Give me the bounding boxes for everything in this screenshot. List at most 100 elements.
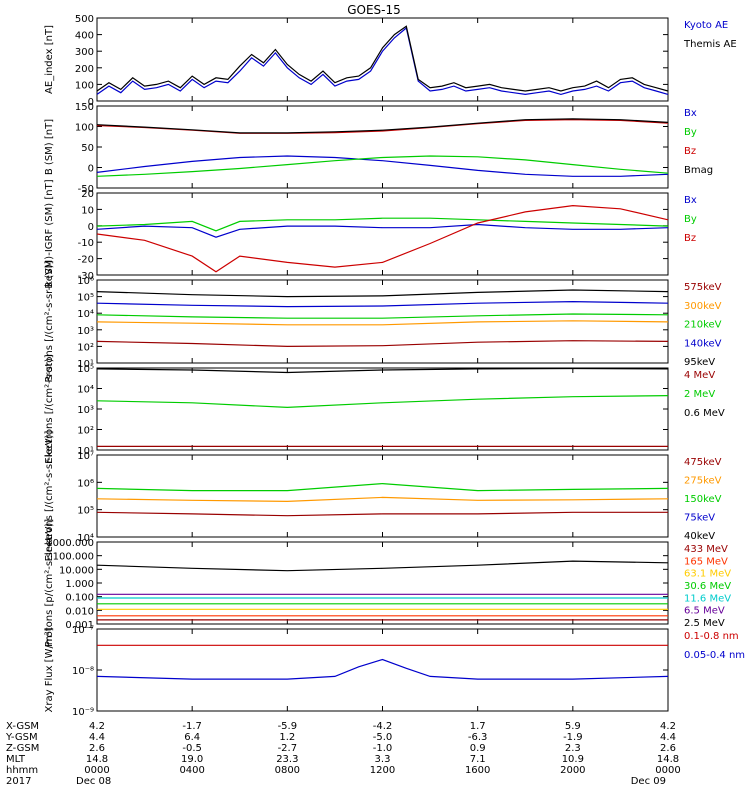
x-axis-value: -5.9 bbox=[278, 721, 298, 732]
y-tick-label: 10⁵ bbox=[77, 506, 94, 517]
x-axis-value: 7.1 bbox=[470, 754, 486, 765]
legend-entry: 2.5 MeV bbox=[684, 618, 725, 629]
y-tick-label: 10² bbox=[77, 426, 94, 437]
panel-6: 0.001 0.010 0.100 1.000 10.000 100.000 1000.00… bbox=[44, 519, 731, 647]
y-tick-label: 10³ bbox=[77, 326, 94, 337]
panel-frame bbox=[96, 367, 669, 451]
panel-4: 10¹ 10² 10³ 10⁴ 10⁵ Electrons [/(cm²-s-sr)] 4 … bbox=[44, 354, 725, 463]
y-tick-label: 10⁻⁸ bbox=[72, 666, 94, 677]
legend-entry: 4 MeV bbox=[684, 370, 715, 381]
legend-entry: By bbox=[684, 214, 697, 225]
y-tick-label: 200 bbox=[75, 64, 94, 75]
legend-entry: Themis AE bbox=[683, 39, 737, 50]
x-axis-value: 0.9 bbox=[470, 743, 486, 754]
series-line bbox=[96, 511, 668, 517]
x-axis-value: 0000 bbox=[655, 765, 680, 776]
x-axis-value: -0.5 bbox=[182, 743, 202, 754]
x-axis-value: 4.4 bbox=[660, 732, 676, 743]
legend-entry: By bbox=[684, 127, 697, 138]
y-tick-label: 1000.000 bbox=[46, 538, 94, 549]
legend-entry: 0.6 MeV bbox=[684, 408, 725, 419]
panel-3: 10¹ 10² 10³ 10⁴ 10⁵ 10⁶ Protons [/(cm²-s-sr-ke… bbox=[44, 260, 722, 382]
x-axis-row-label: Y-GSM bbox=[5, 732, 38, 743]
x-axis-value: 19.0 bbox=[181, 754, 203, 765]
x-axis-value: 1.7 bbox=[470, 721, 486, 732]
y-tick-label: 150 bbox=[75, 102, 94, 113]
series-line bbox=[96, 155, 669, 177]
y-tick-label: 300 bbox=[75, 47, 94, 58]
series-line bbox=[96, 204, 669, 273]
x-axis-value: 4.2 bbox=[660, 721, 676, 732]
panel-5: 10⁴ 10⁵ 10⁶ 10⁷ Electrons [/(cm²-s-sr-keV)] 4… bbox=[44, 431, 722, 562]
panel-frame bbox=[96, 628, 669, 712]
x-axis-row-label: Z-GSM bbox=[6, 743, 39, 754]
y-tick-label: 10⁶ bbox=[77, 478, 94, 489]
series-line bbox=[96, 118, 669, 134]
y-tick-label: 10⁴ bbox=[77, 385, 94, 396]
x-axis-value: -2.7 bbox=[278, 743, 298, 754]
x-axis-value: 2.3 bbox=[565, 743, 581, 754]
x-axis-value: 2000 bbox=[560, 765, 585, 776]
y-axis-label: Electrons [/(cm²-s-sr-keV)] bbox=[44, 431, 55, 562]
plot-title: GOES-15 bbox=[347, 3, 401, 17]
series-line bbox=[96, 340, 669, 348]
y-tick-label: 100.000 bbox=[53, 552, 94, 563]
legend-entry: 2 MeV bbox=[684, 389, 715, 400]
panel-2: -30 -20 -10 0 10 20 B (SM)-IGRF (SM) [nT] Bx By B… bbox=[44, 179, 697, 288]
y-tick-label: 10.000 bbox=[59, 565, 94, 576]
y-tick-label: 400 bbox=[75, 31, 94, 42]
legend-entry: 0.1-0.8 nm bbox=[684, 631, 739, 642]
x-axis-value: 3.3 bbox=[375, 754, 391, 765]
y-tick-label: 0 bbox=[88, 222, 94, 233]
y-axis-label: Xray Flux [W/m²] bbox=[44, 627, 55, 712]
x-axis-value: -4.2 bbox=[373, 721, 393, 732]
panel-frame bbox=[96, 541, 669, 625]
y-tick-label: 10⁶ bbox=[77, 276, 94, 287]
legend-entry: Bx bbox=[684, 108, 697, 119]
y-axis-label: B (SM)-IGRF (SM) [nT] bbox=[44, 179, 55, 288]
series-line bbox=[96, 320, 669, 326]
legend-entry: 300keV bbox=[684, 301, 722, 312]
legend-entry: 95keV bbox=[684, 357, 715, 368]
legend-entry: 40keV bbox=[684, 531, 715, 542]
y-tick-label: 10⁷ bbox=[77, 451, 94, 462]
legend-entry: 11.6 MeV bbox=[684, 593, 731, 604]
legend-entry: 165 MeV bbox=[684, 556, 728, 567]
y-tick-label: 10³ bbox=[77, 405, 94, 416]
series-line bbox=[96, 313, 669, 319]
x-axis-row-label: 2017 bbox=[6, 776, 31, 787]
y-tick-label: 500 bbox=[75, 14, 94, 25]
y-tick-label: 1.000 bbox=[65, 579, 94, 590]
x-axis-row-label: MLT bbox=[6, 754, 26, 765]
y-axis-label: B (SM) [nT] bbox=[44, 119, 55, 175]
series-line bbox=[96, 482, 669, 492]
x-axis-value: Dec 08 bbox=[76, 776, 111, 787]
panel-frame bbox=[96, 454, 669, 538]
x-axis-value: -6.3 bbox=[468, 732, 488, 743]
y-tick-label: 20 bbox=[81, 189, 94, 200]
x-axis-value: 5.9 bbox=[565, 721, 581, 732]
x-axis-value: 1600 bbox=[465, 765, 490, 776]
legend-entry: 63.1 MeV bbox=[684, 569, 731, 580]
legend-entry: Bmag bbox=[684, 165, 713, 176]
x-axis-value: 4.2 bbox=[89, 721, 105, 732]
legend-entry: 575keV bbox=[684, 282, 722, 293]
legend-entry: 475keV bbox=[684, 457, 722, 468]
x-axis-value: -1.0 bbox=[373, 743, 393, 754]
legend-entry: 210keV bbox=[684, 320, 722, 331]
y-tick-label: -20 bbox=[78, 255, 94, 266]
y-tick-label: 10⁴ bbox=[77, 309, 94, 320]
x-axis-value: 0800 bbox=[275, 765, 300, 776]
y-tick-label: 10¹ bbox=[77, 446, 94, 457]
x-axis-value: -1.9 bbox=[563, 732, 583, 743]
x-axis-value: 2.6 bbox=[660, 743, 676, 754]
legend-entry: Bz bbox=[684, 233, 696, 244]
panel-1: -50 0 50 100 150 B (SM) [nT] Bx By Bz Bmag bbox=[44, 102, 713, 195]
y-tick-label: 10⁵ bbox=[77, 364, 94, 375]
y-tick-label: 10¹ bbox=[77, 359, 94, 370]
y-tick-label: 100 bbox=[75, 80, 94, 91]
series-line bbox=[96, 223, 669, 238]
x-axis-value: -1.7 bbox=[182, 721, 202, 732]
